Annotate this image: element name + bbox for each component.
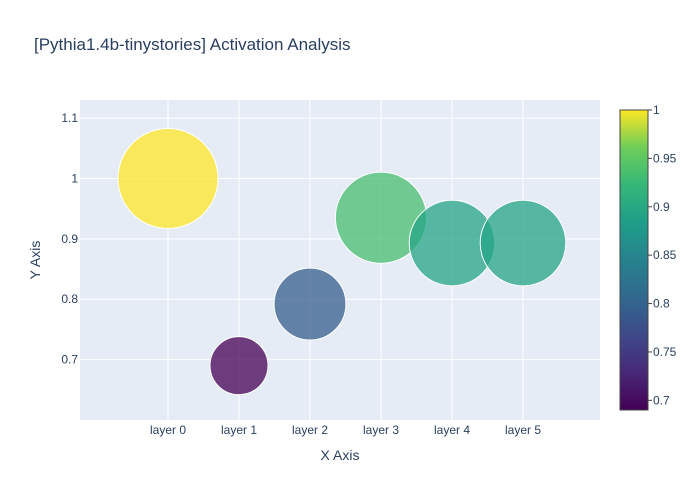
colorbar: 0.7 0.75 0.8 0.85 0.9 0.95 1	[619, 103, 677, 411]
y-tick-label: 0.9	[61, 232, 78, 246]
marker-layer-1	[209, 336, 269, 396]
colorbar-gradient	[619, 109, 649, 411]
colorbar-tick-label: 0.85	[653, 248, 677, 262]
y-ticks: 0.7 0.8 0.9 1 1.1	[61, 111, 78, 367]
colorbar-tick-label: 1	[653, 103, 660, 117]
y-tick-label: 1.1	[61, 111, 78, 125]
y-axis-label: Y Axis	[27, 241, 43, 280]
chart-title: [Pythia1.4b-tinystories] Activation Anal…	[34, 35, 351, 54]
y-tick-label: 0.8	[61, 292, 78, 306]
x-axis-label: X Axis	[321, 447, 360, 463]
colorbar-tick-label: 0.7	[653, 393, 670, 407]
x-tick-label: layer 3	[363, 423, 399, 437]
x-tick-label: layer 5	[505, 423, 541, 437]
marker-layer-0	[117, 127, 219, 229]
markers	[117, 127, 567, 396]
x-tick-label: layer 4	[434, 423, 470, 437]
colorbar-ticks: 0.7 0.75 0.8 0.85 0.9 0.95 1	[648, 103, 677, 407]
colorbar-tick-label: 0.75	[653, 345, 677, 359]
x-tick-label: layer 1	[221, 423, 257, 437]
x-ticks: layer 0 layer 1 layer 2 layer 3 layer 4 layer…	[150, 423, 541, 437]
colorbar-tick-label: 0.8	[653, 297, 670, 311]
marker-layer-5	[479, 199, 567, 287]
colorbar-tick-label: 0.9	[653, 200, 670, 214]
y-tick-label: 0.7	[61, 353, 78, 367]
x-tick-label: layer 2	[292, 423, 328, 437]
y-tick-label: 1	[71, 171, 78, 185]
marker-layer-2	[273, 267, 347, 341]
colorbar-tick-label: 0.95	[653, 151, 677, 165]
x-tick-label: layer 0	[150, 423, 186, 437]
